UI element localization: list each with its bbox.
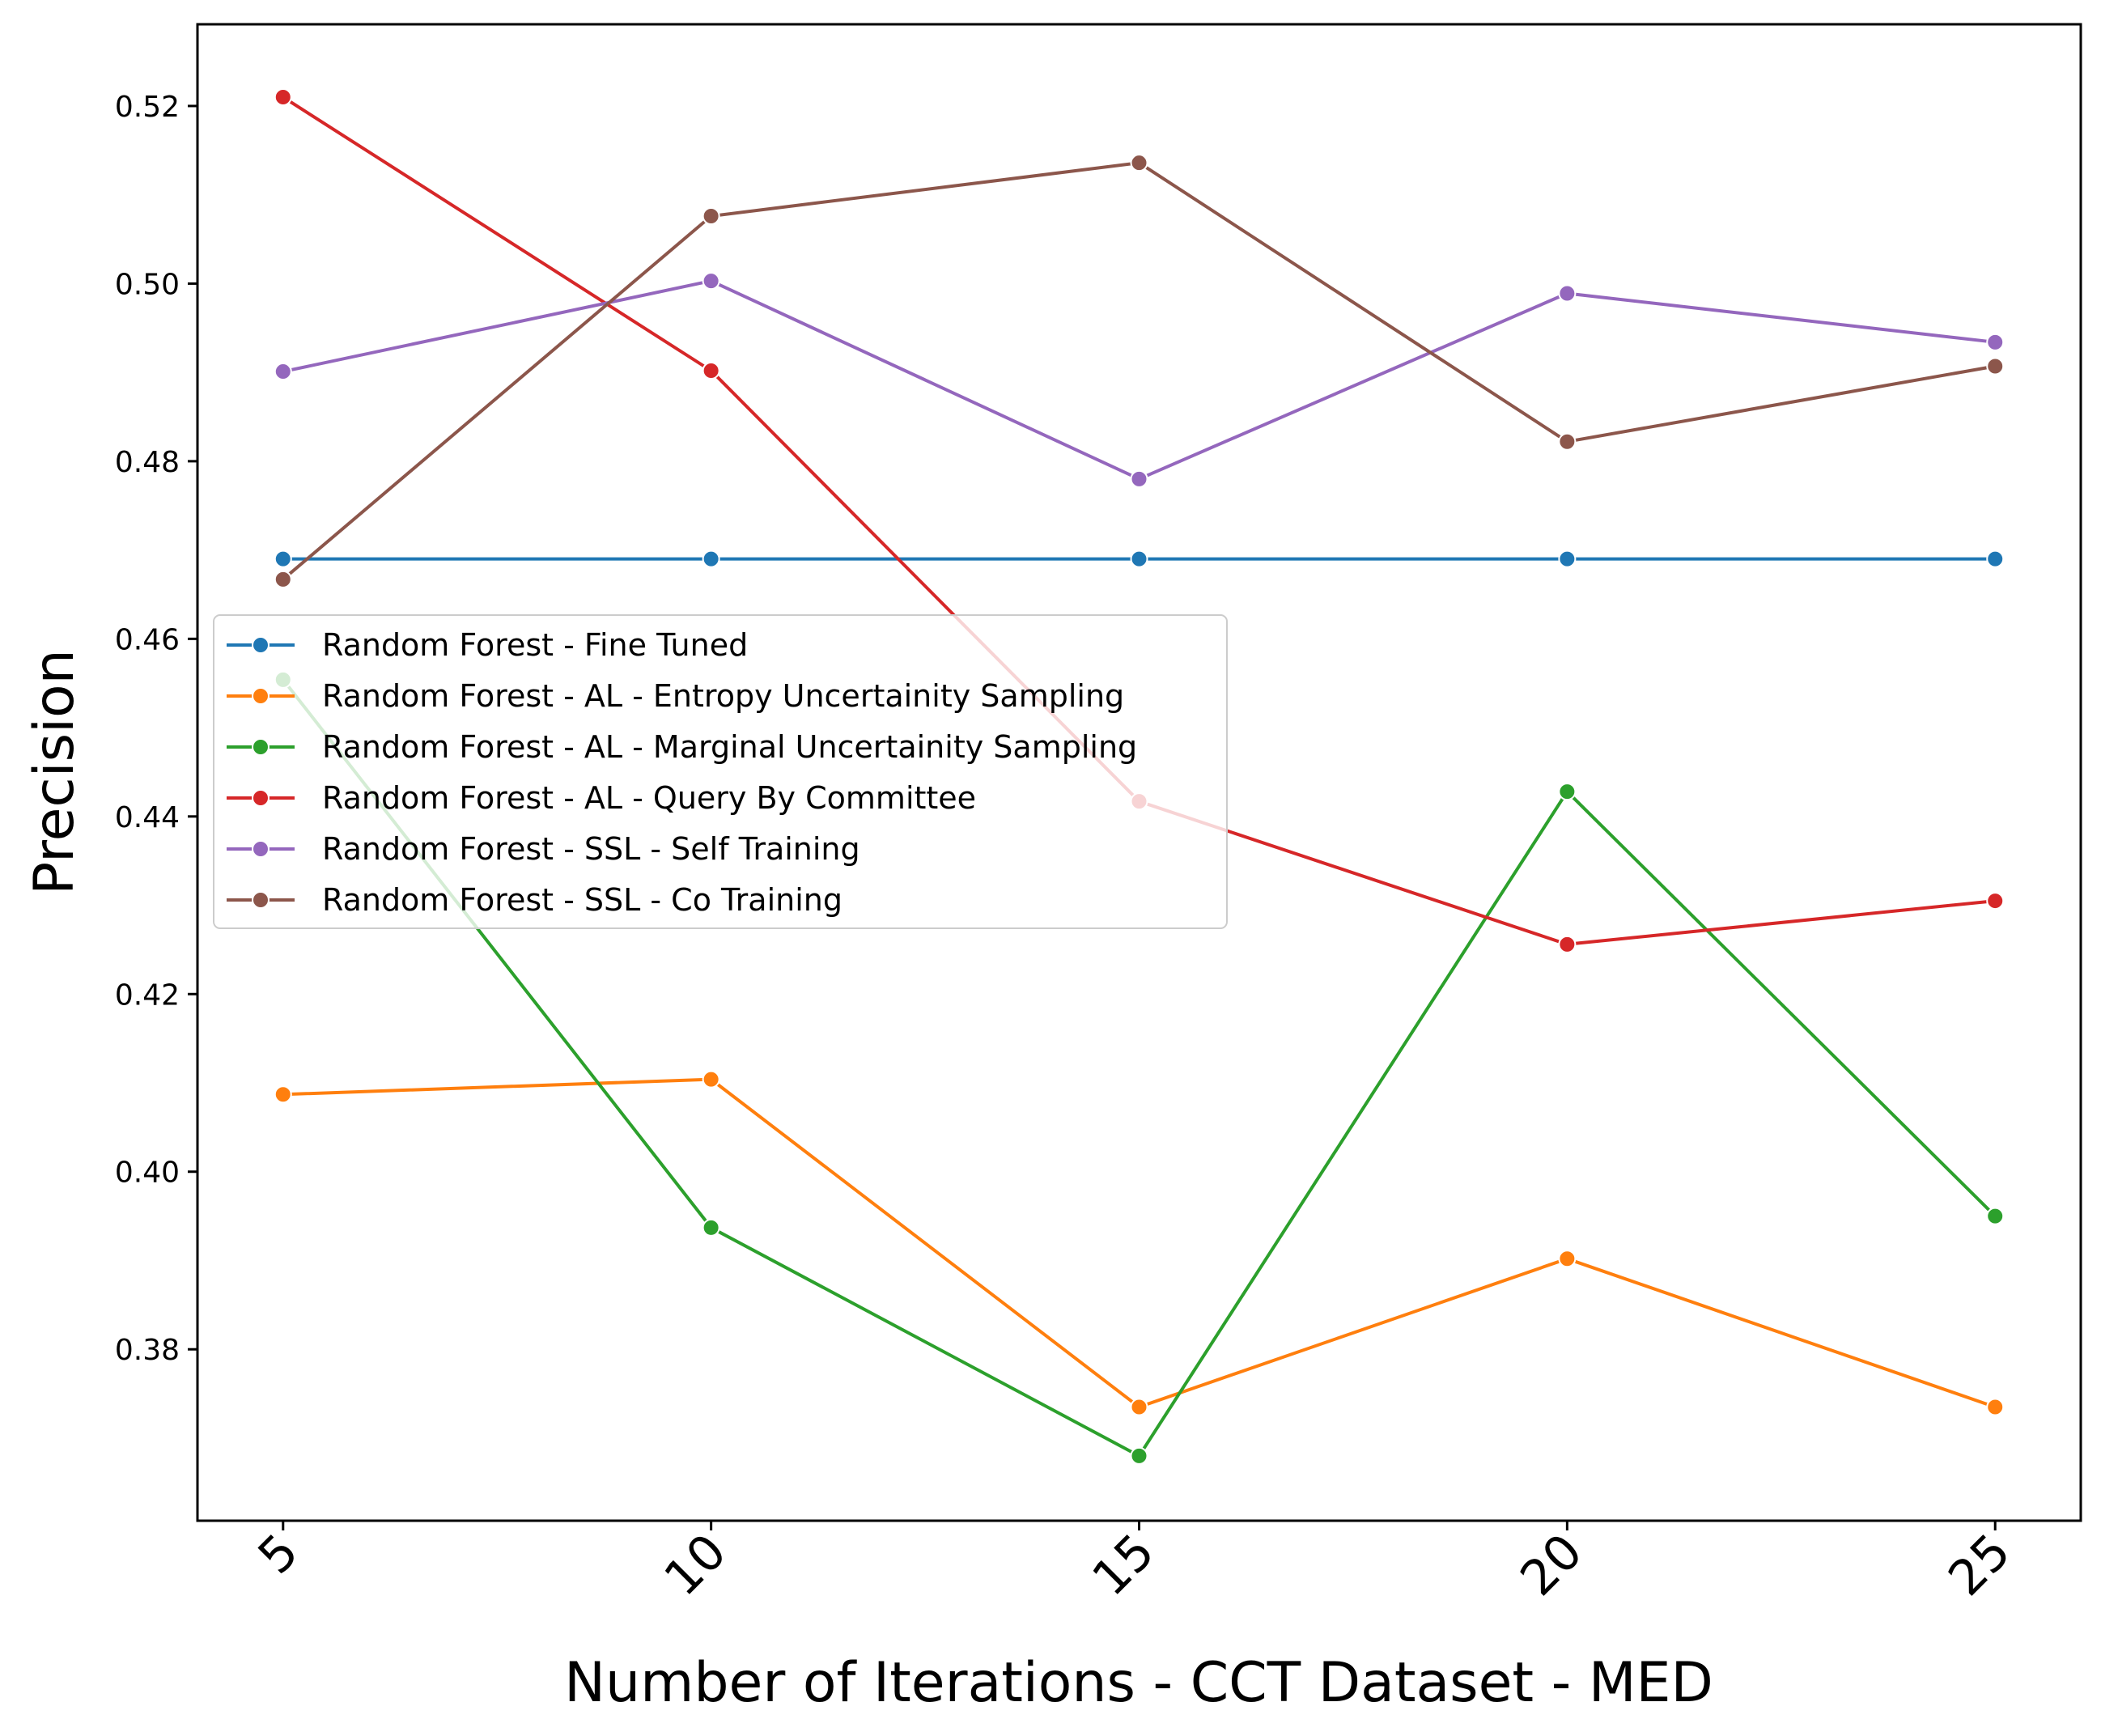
data-point (1986, 1398, 2005, 1416)
legend-marker-swatch (252, 891, 270, 909)
legend-entry: Random Forest - Fine Tuned (227, 627, 748, 663)
legend: Random Forest - Fine Tuned Random Forest … (213, 614, 1228, 929)
data-point (1558, 550, 1577, 568)
data-point (274, 1085, 292, 1104)
series-line (282, 279, 1996, 481)
data-point (1558, 284, 1577, 303)
data-point (1558, 783, 1577, 801)
series-line (282, 161, 1996, 581)
series-group (274, 154, 2005, 588)
y-tick-label: 0.40 (115, 1157, 180, 1190)
x-tick-label: 5 (248, 1523, 310, 1585)
data-point (274, 550, 292, 568)
data-point (1130, 550, 1148, 568)
data-point (702, 1218, 720, 1237)
data-point (1558, 432, 1577, 451)
legend-label: Random Forest - AL - Query By Committee (322, 780, 976, 816)
series-line (282, 1077, 1996, 1409)
legend-entry: Random Forest - AL - Entropy Uncertainit… (227, 678, 1124, 714)
data-point (274, 570, 292, 588)
y-tick-label: 0.48 (115, 446, 180, 479)
legend-entry: Random Forest - AL - Marginal Uncertaini… (227, 729, 1137, 765)
data-point (1558, 935, 1577, 953)
data-point (274, 87, 292, 106)
x-tick-label: 10 (654, 1523, 737, 1607)
legend-marker-swatch (252, 840, 270, 858)
series-group (274, 1070, 2005, 1416)
y-tick-label: 0.38 (115, 1334, 180, 1367)
legend-label: Random Forest - SSL - Self Training (322, 831, 860, 867)
legend-items: Random Forest - Fine Tuned Random Forest … (227, 627, 1137, 918)
data-point (702, 1070, 720, 1089)
data-point (274, 363, 292, 381)
data-point (1130, 1398, 1148, 1416)
x-tick-label: 20 (1509, 1523, 1593, 1607)
x-tick-label: 15 (1082, 1523, 1165, 1607)
legend-marker-swatch (252, 636, 270, 654)
legend-label: Random Forest - Fine Tuned (322, 627, 748, 663)
data-point (702, 361, 720, 380)
data-point (1558, 1250, 1577, 1268)
legend-label: Random Forest - AL - Entropy Uncertainit… (322, 678, 1124, 714)
legend-marker-swatch (252, 789, 270, 807)
data-point (1986, 357, 2005, 376)
y-axis: 0.38 0.40 0.42 0.44 0.46 0.48 0.50 0.52 (115, 91, 197, 1367)
legend-frame (213, 614, 1228, 929)
data-point (1986, 333, 2005, 351)
data-point (1986, 892, 2005, 910)
data-point (1130, 154, 1148, 172)
series-group (274, 550, 2005, 568)
legend-label: Random Forest - SSL - Co Training (322, 882, 843, 918)
x-axis: 5 10 15 20 25 (248, 1521, 2022, 1607)
legend-entry: Random Forest - SSL - Co Training (227, 882, 843, 918)
series-layer (274, 87, 2005, 1465)
legend-entry: Random Forest - SSL - Self Training (227, 831, 860, 867)
y-axis-title: Precision (23, 649, 87, 894)
y-tick-label: 0.50 (115, 268, 180, 301)
legend-entry: Random Forest - AL - Query By Committee (227, 780, 976, 816)
data-point (1986, 1207, 2005, 1225)
y-tick-label: 0.46 (115, 623, 180, 656)
legend-label: Random Forest - AL - Marginal Uncertaini… (322, 729, 1137, 765)
series-group (274, 272, 2005, 488)
y-tick-label: 0.42 (115, 978, 180, 1012)
data-point (1130, 1446, 1148, 1465)
data-point (702, 207, 720, 226)
data-point (1986, 550, 2005, 568)
y-tick-label: 0.44 (115, 801, 180, 834)
data-point (702, 272, 720, 291)
legend-marker-swatch (252, 687, 270, 705)
legend-marker-swatch (252, 738, 270, 756)
x-axis-title: Number of Iterations - CCT Dataset - MED (564, 1651, 1713, 1715)
data-point (1130, 469, 1148, 488)
x-tick-label: 25 (1938, 1523, 2021, 1607)
data-point (702, 550, 720, 568)
y-tick-label: 0.52 (115, 91, 180, 124)
